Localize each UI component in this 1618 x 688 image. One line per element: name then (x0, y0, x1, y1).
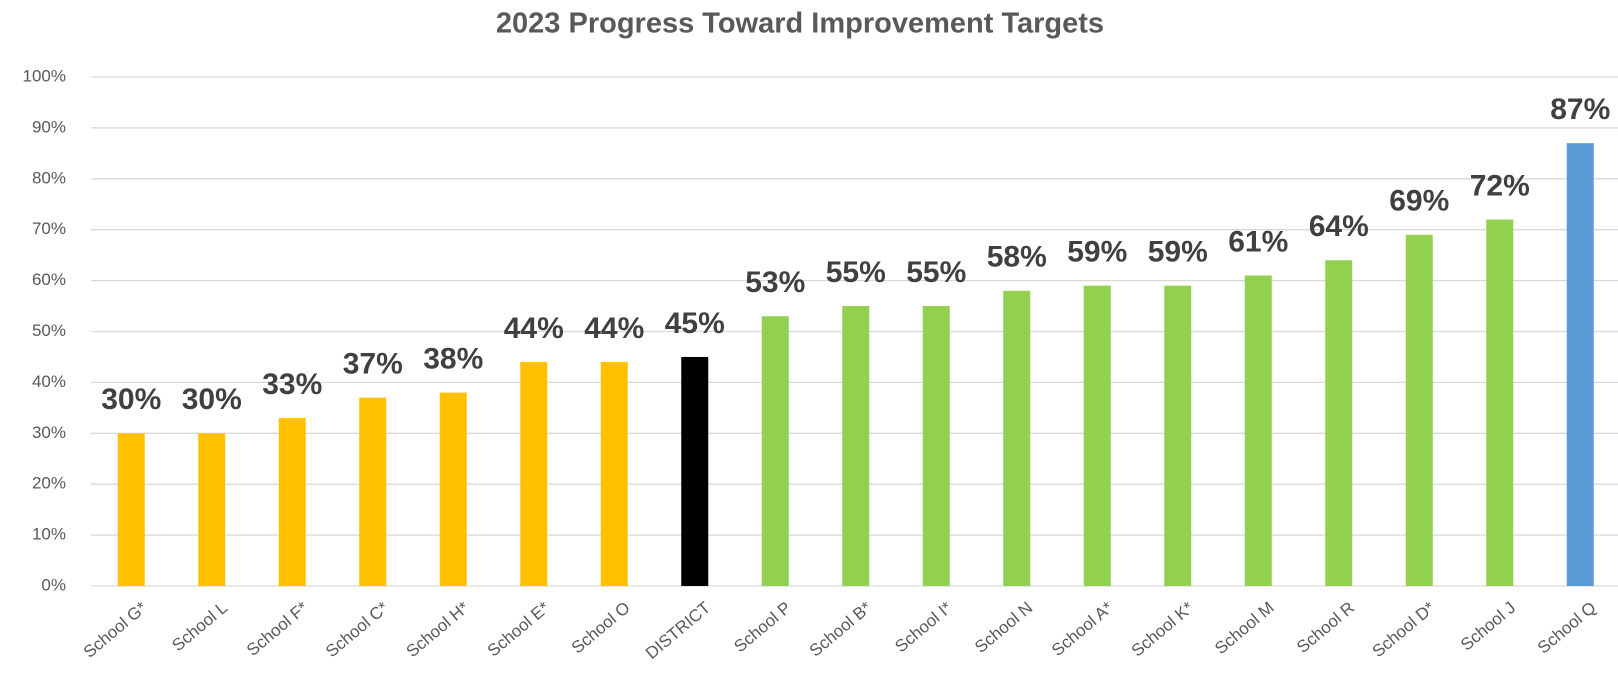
x-tick-label: School P (730, 598, 794, 656)
value-label: 44% (584, 312, 644, 345)
value-label: 72% (1470, 169, 1530, 202)
value-label: 64% (1309, 210, 1369, 243)
x-tick-label: School G* (80, 598, 151, 662)
value-label: 69% (1389, 185, 1449, 218)
y-tick-label: 40% (32, 372, 66, 391)
bar (600, 362, 628, 586)
value-label: 61% (1228, 225, 1288, 258)
bar (1325, 260, 1353, 586)
bar (520, 362, 548, 586)
bar (1003, 290, 1031, 586)
x-tick-label: School C* (322, 598, 392, 661)
bar (761, 316, 789, 586)
value-label: 33% (262, 368, 322, 401)
x-tick-label: School Q (1534, 598, 1600, 658)
bar (359, 397, 387, 586)
bar (1566, 143, 1594, 587)
y-tick-label: 30% (32, 423, 66, 442)
x-tick-label: School F* (243, 598, 312, 660)
value-label: 30% (101, 383, 161, 416)
bar (117, 433, 145, 586)
value-label: 87% (1550, 93, 1610, 126)
value-label: 59% (1148, 236, 1208, 269)
value-label: 53% (745, 266, 805, 299)
value-label: 30% (182, 383, 242, 416)
bar (439, 392, 467, 586)
x-tick-label: School B* (806, 598, 876, 661)
y-tick-label: 60% (32, 270, 66, 289)
x-tick-label: School E* (484, 598, 554, 661)
bar (278, 418, 306, 586)
value-label: 45% (665, 307, 725, 340)
y-tick-label: 20% (32, 474, 66, 493)
y-tick-label: 90% (32, 117, 66, 136)
bar (1083, 285, 1111, 586)
value-label: 58% (987, 241, 1047, 274)
bar (842, 306, 870, 586)
x-tick-label: School H* (403, 598, 473, 661)
x-tick-label: School R (1293, 598, 1358, 657)
x-tick-label: School J (1457, 598, 1519, 654)
bar (198, 433, 226, 586)
value-label: 55% (826, 256, 886, 289)
y-tick-label: 10% (32, 525, 66, 544)
value-label: 37% (343, 348, 403, 381)
bar (922, 306, 950, 586)
x-tick-label: School M (1211, 598, 1278, 658)
y-tick-label: 70% (32, 219, 66, 238)
value-label: 38% (423, 343, 483, 376)
bar (681, 356, 709, 586)
y-tick-label: 100% (23, 66, 66, 85)
value-label: 59% (1067, 236, 1127, 269)
x-tick-label: DISTRICT (642, 598, 714, 663)
bar (1244, 275, 1272, 586)
bar (1164, 285, 1192, 586)
bar (1486, 219, 1514, 586)
x-tick-label: School L (168, 598, 231, 655)
x-tick-label: School A* (1048, 598, 1117, 660)
x-tick-label: School K* (1128, 598, 1198, 661)
x-tick-label: School N (971, 598, 1036, 657)
value-label: 55% (906, 256, 966, 289)
value-label: 44% (504, 312, 564, 345)
bar (1405, 234, 1433, 587)
x-tick-label: School I* (891, 598, 956, 657)
y-tick-label: 80% (32, 168, 66, 187)
y-tick-label: 0% (41, 575, 66, 594)
chart-title: 2023 Progress Toward Improvement Targets (496, 8, 1104, 40)
y-tick-label: 50% (32, 321, 66, 340)
x-tick-label: School D* (1369, 598, 1439, 661)
x-tick-label: School O (568, 598, 634, 658)
